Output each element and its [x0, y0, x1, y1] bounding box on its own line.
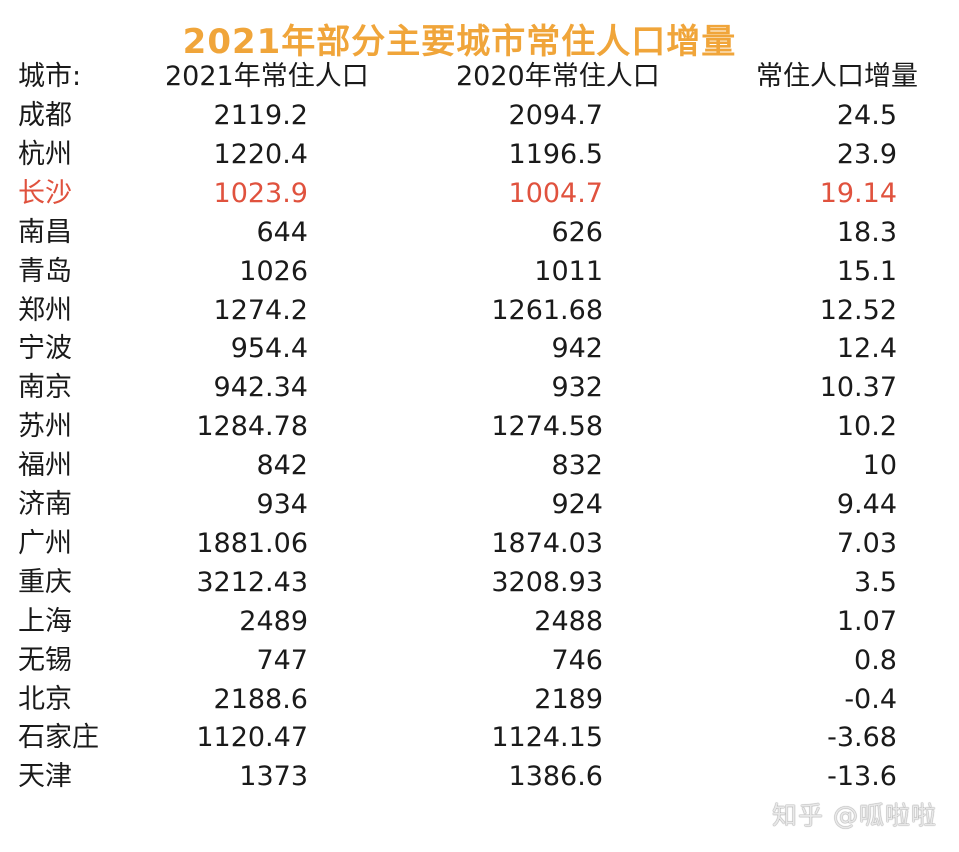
- cell-city: 石家庄: [18, 722, 99, 754]
- cell-increase: 18.3: [836, 216, 897, 248]
- cell-city: 青岛: [18, 255, 72, 287]
- cell-pop-2020: 1274.58: [491, 411, 603, 443]
- table-row: 济南 934 924 9.44: [0, 485, 959, 524]
- table-header: 城市: 2021年常住人口 2020年常住人口 常住人口增量: [0, 57, 959, 96]
- header-city: 城市:: [18, 61, 82, 92]
- cell-increase: 23.9: [836, 138, 897, 170]
- table-row: 南昌 644 626 18.3: [0, 213, 959, 252]
- table-row: 苏州 1284.78 1274.58 10.2: [0, 407, 959, 446]
- cell-city: 北京: [18, 683, 72, 715]
- cell-pop-2020: 1261.68: [491, 294, 603, 326]
- cell-city: 苏州: [18, 411, 72, 443]
- cell-city: 天津: [18, 761, 72, 793]
- cell-increase: 12.4: [836, 333, 897, 365]
- cell-increase: 15.1: [836, 255, 897, 287]
- cell-pop-2021: 2188.6: [213, 683, 308, 715]
- cell-city: 长沙: [18, 177, 72, 209]
- cell-increase: 3.5: [854, 566, 897, 598]
- page-title: 2021年部分主要城市常住人口增量: [182, 22, 737, 62]
- cell-city: 南京: [18, 372, 72, 404]
- cell-increase: 10.37: [819, 372, 897, 404]
- cell-pop-2021: 1373: [239, 761, 308, 793]
- cell-city: 福州: [18, 450, 72, 482]
- table-row: 青岛 1026 1011 15.1: [0, 252, 959, 291]
- table-row: 宁波 954.4 942 12.4: [0, 329, 959, 368]
- cell-pop-2020: 832: [551, 450, 603, 482]
- cell-city: 上海: [18, 605, 72, 637]
- cell-pop-2021: 1284.78: [196, 411, 308, 443]
- cell-increase: 9.44: [836, 489, 897, 520]
- table-row: 郑州 1274.2 1261.68 12.52: [0, 291, 959, 330]
- table-row: 南京 942.34 932 10.37: [0, 368, 959, 407]
- cell-city: 广州: [18, 527, 72, 559]
- cell-increase: -3.68: [827, 722, 897, 754]
- header-pop-2020: 2020年常住人口: [456, 61, 660, 92]
- cell-pop-2021: 747: [256, 644, 308, 676]
- cell-city: 济南: [18, 489, 72, 520]
- cell-pop-2020: 1004.7: [508, 177, 603, 209]
- cell-pop-2021: 942.34: [213, 372, 308, 404]
- table-row: 上海 2489 2488 1.07: [0, 602, 959, 641]
- cell-increase: 10: [862, 450, 897, 482]
- cell-pop-2021: 842: [256, 450, 308, 482]
- table-row: 长沙 1023.9 1004.7 19.14: [0, 174, 959, 213]
- cell-pop-2020: 1874.03: [491, 527, 603, 559]
- cell-pop-2021: 1220.4: [213, 138, 308, 170]
- table-row: 成都 2119.2 2094.7 24.5: [0, 96, 959, 135]
- cell-pop-2021: 644: [256, 216, 308, 248]
- cell-city: 宁波: [18, 333, 72, 365]
- table-row: 天津 1373 1386.6 -13.6: [0, 757, 959, 796]
- table-row: 广州 1881.06 1874.03 7.03: [0, 524, 959, 563]
- cell-increase: -0.4: [844, 683, 897, 715]
- table-row: 无锡 747 746 0.8: [0, 641, 959, 680]
- cell-increase: 24.5: [836, 100, 897, 131]
- cell-pop-2020: 1196.5: [508, 138, 603, 170]
- cell-pop-2021: 2489: [239, 605, 308, 637]
- cell-pop-2020: 2189: [534, 683, 603, 715]
- cell-pop-2020: 3208.93: [491, 566, 603, 598]
- cell-pop-2020: 2094.7: [508, 100, 603, 131]
- cell-pop-2020: 626: [551, 216, 603, 248]
- table-row: 福州 842 832 10: [0, 446, 959, 485]
- cell-city: 杭州: [18, 138, 72, 170]
- cell-pop-2020: 924: [551, 489, 603, 520]
- cell-increase: 7.03: [836, 527, 897, 559]
- cell-pop-2020: 942: [551, 333, 603, 365]
- cell-pop-2021: 1120.47: [196, 722, 308, 754]
- watermark: 知乎 @呱啦啦: [772, 801, 937, 830]
- table-row: 重庆 3212.43 3208.93 3.5: [0, 563, 959, 602]
- cell-increase: 0.8: [854, 644, 897, 676]
- cell-increase: -13.6: [827, 761, 897, 793]
- cell-city: 南昌: [18, 216, 72, 248]
- cell-pop-2021: 1881.06: [196, 527, 308, 559]
- cell-increase: 19.14: [819, 177, 897, 209]
- cell-pop-2020: 1386.6: [508, 761, 603, 793]
- cell-increase: 1.07: [836, 605, 897, 637]
- cell-pop-2020: 932: [551, 372, 603, 404]
- cell-pop-2021: 1274.2: [213, 294, 308, 326]
- cell-city: 成都: [18, 100, 72, 131]
- cell-city: 郑州: [18, 294, 72, 326]
- cell-pop-2021: 1026: [239, 255, 308, 287]
- cell-increase: 10.2: [836, 411, 897, 443]
- cell-increase: 12.52: [819, 294, 897, 326]
- cell-pop-2020: 2488: [534, 605, 603, 637]
- header-increase: 常住人口增量: [756, 61, 918, 92]
- table-row: 石家庄 1120.47 1124.15 -3.68: [0, 718, 959, 757]
- cell-city: 无锡: [18, 644, 72, 676]
- cell-pop-2021: 2119.2: [213, 100, 308, 131]
- cell-pop-2021: 934: [256, 489, 308, 520]
- cell-pop-2021: 3212.43: [196, 566, 308, 598]
- cell-pop-2020: 746: [551, 644, 603, 676]
- cell-pop-2020: 1124.15: [491, 722, 603, 754]
- cell-pop-2021: 954.4: [230, 333, 308, 365]
- header-pop-2021: 2021年常住人口: [165, 61, 369, 92]
- table-row: 北京 2188.6 2189 -0.4: [0, 680, 959, 719]
- cell-city: 重庆: [18, 566, 72, 598]
- table-row: 杭州 1220.4 1196.5 23.9: [0, 135, 959, 174]
- cell-pop-2020: 1011: [534, 255, 603, 287]
- cell-pop-2021: 1023.9: [213, 177, 308, 209]
